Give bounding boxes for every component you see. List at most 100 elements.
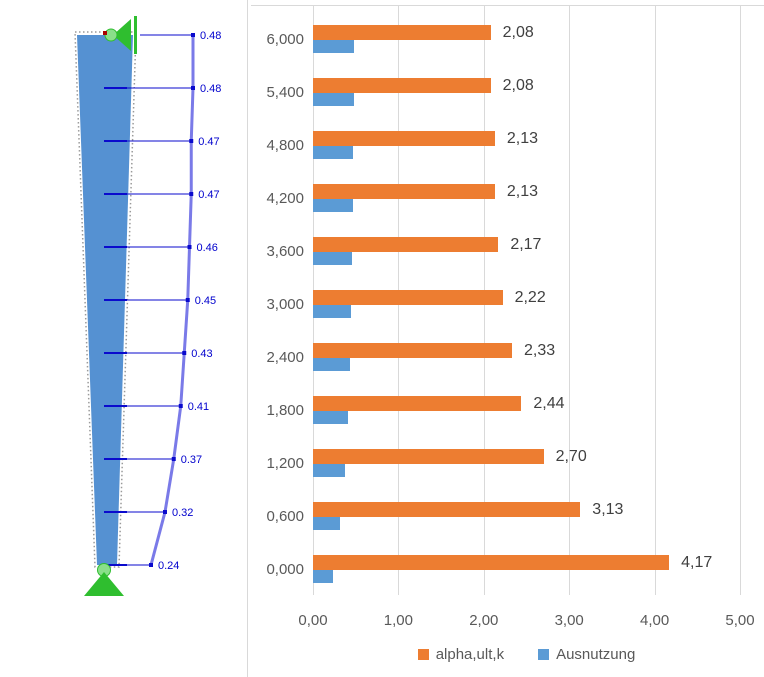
legend-swatch-icon: [417, 649, 429, 660]
utilization-label: 0.48: [200, 83, 221, 95]
data-label: 2,44: [533, 395, 565, 412]
alpha-ult-k-bar[interactable]: [313, 131, 495, 146]
data-label: 2,17: [510, 236, 542, 253]
legend-item-alpha-ult-k[interactable]: alpha,ult,k: [417, 646, 505, 663]
ausnutzung-bar[interactable]: [313, 40, 354, 53]
ausnutzung-bar[interactable]: [313, 517, 341, 530]
bar-row: 1,200 2,70: [266, 448, 740, 477]
utilization-label: 0.47: [198, 136, 219, 148]
bar-row: 3,600 2,17: [266, 236, 740, 265]
utilization-marker: [171, 457, 176, 461]
ausnutzung-bar[interactable]: [313, 93, 354, 106]
x-tick-label: 1,00: [383, 612, 413, 629]
alpha-ult-k-bar[interactable]: [313, 78, 491, 93]
utilization-label: 0.46: [197, 242, 218, 254]
utilization-marker: [163, 510, 167, 514]
legend-label: alpha,ult,k: [435, 646, 505, 663]
gridline: [569, 6, 571, 595]
alpha-ult-k-bar[interactable]: [313, 25, 491, 40]
bar-row: 3,000 2,22: [266, 289, 740, 318]
ausnutzung-bar[interactable]: [313, 464, 345, 477]
ausnutzung-bar[interactable]: [313, 570, 334, 583]
structure-diagram: 0.48 0.48 0.47 0.47 0.46 0.45 0.43 0.41 0.37 0.32…: [74, 16, 221, 596]
alpha-ult-k-bar[interactable]: [313, 343, 512, 358]
category-label: 3,600: [266, 243, 304, 260]
utilization-marker: [189, 192, 194, 196]
data-label: 4,17: [681, 554, 713, 571]
utilization-label: 0.37: [181, 454, 202, 466]
data-label: 2,13: [506, 130, 539, 147]
category-label: 0,600: [266, 508, 304, 525]
data-label: 2,08: [502, 24, 534, 41]
alpha-ult-k-bar[interactable]: [313, 290, 503, 305]
bar-row: 0,000 4,17: [266, 554, 740, 583]
utilization-marker: [191, 33, 195, 37]
category-label: 1,200: [266, 455, 304, 472]
legend-item-ausnutzung[interactable]: Ausnutzung: [538, 646, 635, 663]
legend-swatch-icon: [538, 649, 550, 660]
category-label: 1,800: [266, 402, 304, 419]
alpha-ult-k-bar[interactable]: [313, 237, 499, 252]
alpha-ult-k-bar[interactable]: [313, 184, 495, 199]
ausnutzung-bar[interactable]: [313, 146, 354, 159]
category-label: 3,000: [266, 296, 304, 313]
gridline: [740, 6, 741, 595]
alpha-ult-k-bar[interactable]: [313, 449, 544, 464]
x-tick-label: 3,00: [554, 612, 584, 629]
alpha-ult-k-bar[interactable]: [313, 396, 522, 411]
plot-area: 0,00 1,00 2,00 3,00 4,00 5,00 6,000 2,08 5,400 2,…: [266, 5, 755, 663]
x-tick-label: 0,00: [298, 612, 328, 629]
bar-row: 1,800 2,44: [266, 395, 740, 424]
top-roller-support-icon: [113, 19, 131, 51]
data-label: 3,13: [592, 501, 624, 518]
x-tick-label: 5,00: [725, 612, 755, 629]
plot-top-border: [251, 5, 764, 6]
utilization-marker: [182, 351, 187, 355]
utilization-label: 0.32: [172, 507, 193, 519]
utilization-label: 0.41: [188, 401, 209, 413]
ausnutzung-bar[interactable]: [313, 199, 354, 212]
utilization-marker: [178, 404, 183, 408]
category-label: 0,000: [266, 561, 304, 578]
bar-row: 6,000 2,08: [266, 24, 740, 53]
category-label: 2,400: [266, 349, 304, 366]
utilization-label: 0.45: [195, 295, 216, 307]
ausnutzung-bar[interactable]: [313, 411, 348, 424]
x-tick-label: 4,00: [639, 612, 670, 629]
data-label: 2,70: [555, 448, 587, 465]
utilization-marker: [191, 86, 195, 90]
bar-chart: 0,00 1,00 2,00 3,00 4,00 5,00 6,000 2,08 5,400 2,…: [248, 0, 764, 677]
bar-row: 0,600 3,13: [266, 501, 740, 530]
data-label: 2,33: [523, 342, 556, 359]
utilization-marker: [149, 563, 153, 567]
ausnutzung-bar[interactable]: [313, 358, 350, 371]
legend-label: Ausnutzung: [556, 646, 636, 663]
bar-row: 5,400 2,08: [266, 77, 740, 106]
bar-row: 4,200 2,13: [266, 183, 740, 212]
utilization-label: 0.24: [158, 560, 179, 572]
data-label: 2,22: [514, 289, 546, 306]
legend: alpha,ult,k Ausnutzung: [313, 646, 740, 663]
utilization-marker: [185, 298, 190, 302]
data-label: 2,13: [506, 183, 539, 200]
utilization-marker: [189, 139, 194, 143]
utilization-label: 0.43: [191, 348, 212, 360]
category-label: 4,200: [266, 190, 304, 207]
category-label: 6,000: [266, 31, 304, 48]
bar-row: 4,800 2,13: [266, 130, 740, 159]
category-label: 5,400: [266, 84, 304, 101]
pinned-support-icon: [84, 572, 124, 596]
data-label: 2,08: [502, 77, 534, 94]
gridline: [654, 6, 656, 595]
x-tick-label: 2,00: [469, 612, 499, 629]
node-marker: [103, 31, 107, 35]
ausnutzung-bar[interactable]: [313, 252, 353, 265]
alpha-ult-k-bar[interactable]: [313, 502, 581, 517]
utilization-label: 0.48: [200, 30, 221, 42]
ausnutzung-bar[interactable]: [313, 305, 352, 318]
bar-row: 2,400 2,33: [266, 342, 740, 371]
top-support-ground-line: [134, 16, 137, 54]
utilization-label: 0.47: [198, 189, 219, 201]
alpha-ult-k-bar[interactable]: [313, 555, 670, 570]
